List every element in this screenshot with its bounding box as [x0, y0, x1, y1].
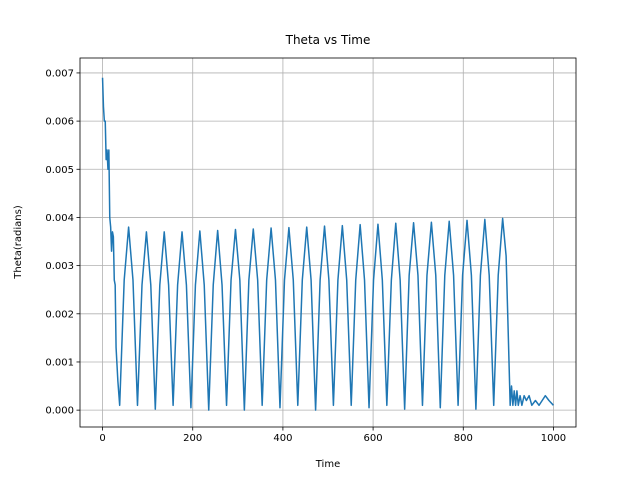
y-tick-label: 0.004: [45, 213, 74, 224]
plot-layer: [101, 77, 554, 411]
y-axis-label: Theta(radians): [13, 205, 24, 280]
y-tick-label: 0.002: [45, 309, 74, 320]
axes-frame: [79, 57, 577, 428]
y-tick-label: 0.003: [45, 261, 74, 272]
x-axis-label: Time: [315, 459, 340, 470]
y-tick-label: 0.006: [45, 117, 74, 128]
x-tick-label: 600: [364, 433, 383, 444]
data-line: [101, 77, 554, 411]
x-tick-label: 0: [99, 433, 105, 444]
x-tick-label: 800: [454, 433, 473, 444]
y-tick-label: 0.000: [45, 406, 74, 417]
y-tick-label: 0.007: [45, 68, 74, 79]
chart-title: Theta vs Time: [285, 33, 371, 47]
x-tick-label: 400: [273, 433, 292, 444]
y-tick-label: 0.005: [45, 165, 74, 176]
x-tick-label: 1000: [541, 433, 566, 444]
y-tick-label: 0.001: [45, 357, 74, 368]
x-tick-label: 200: [183, 433, 202, 444]
tick-layer: 0 200 400 600 800 1000 0.000 0.001 0.002 0.003 0.0…: [45, 68, 566, 444]
grid-layer: [80, 58, 576, 427]
